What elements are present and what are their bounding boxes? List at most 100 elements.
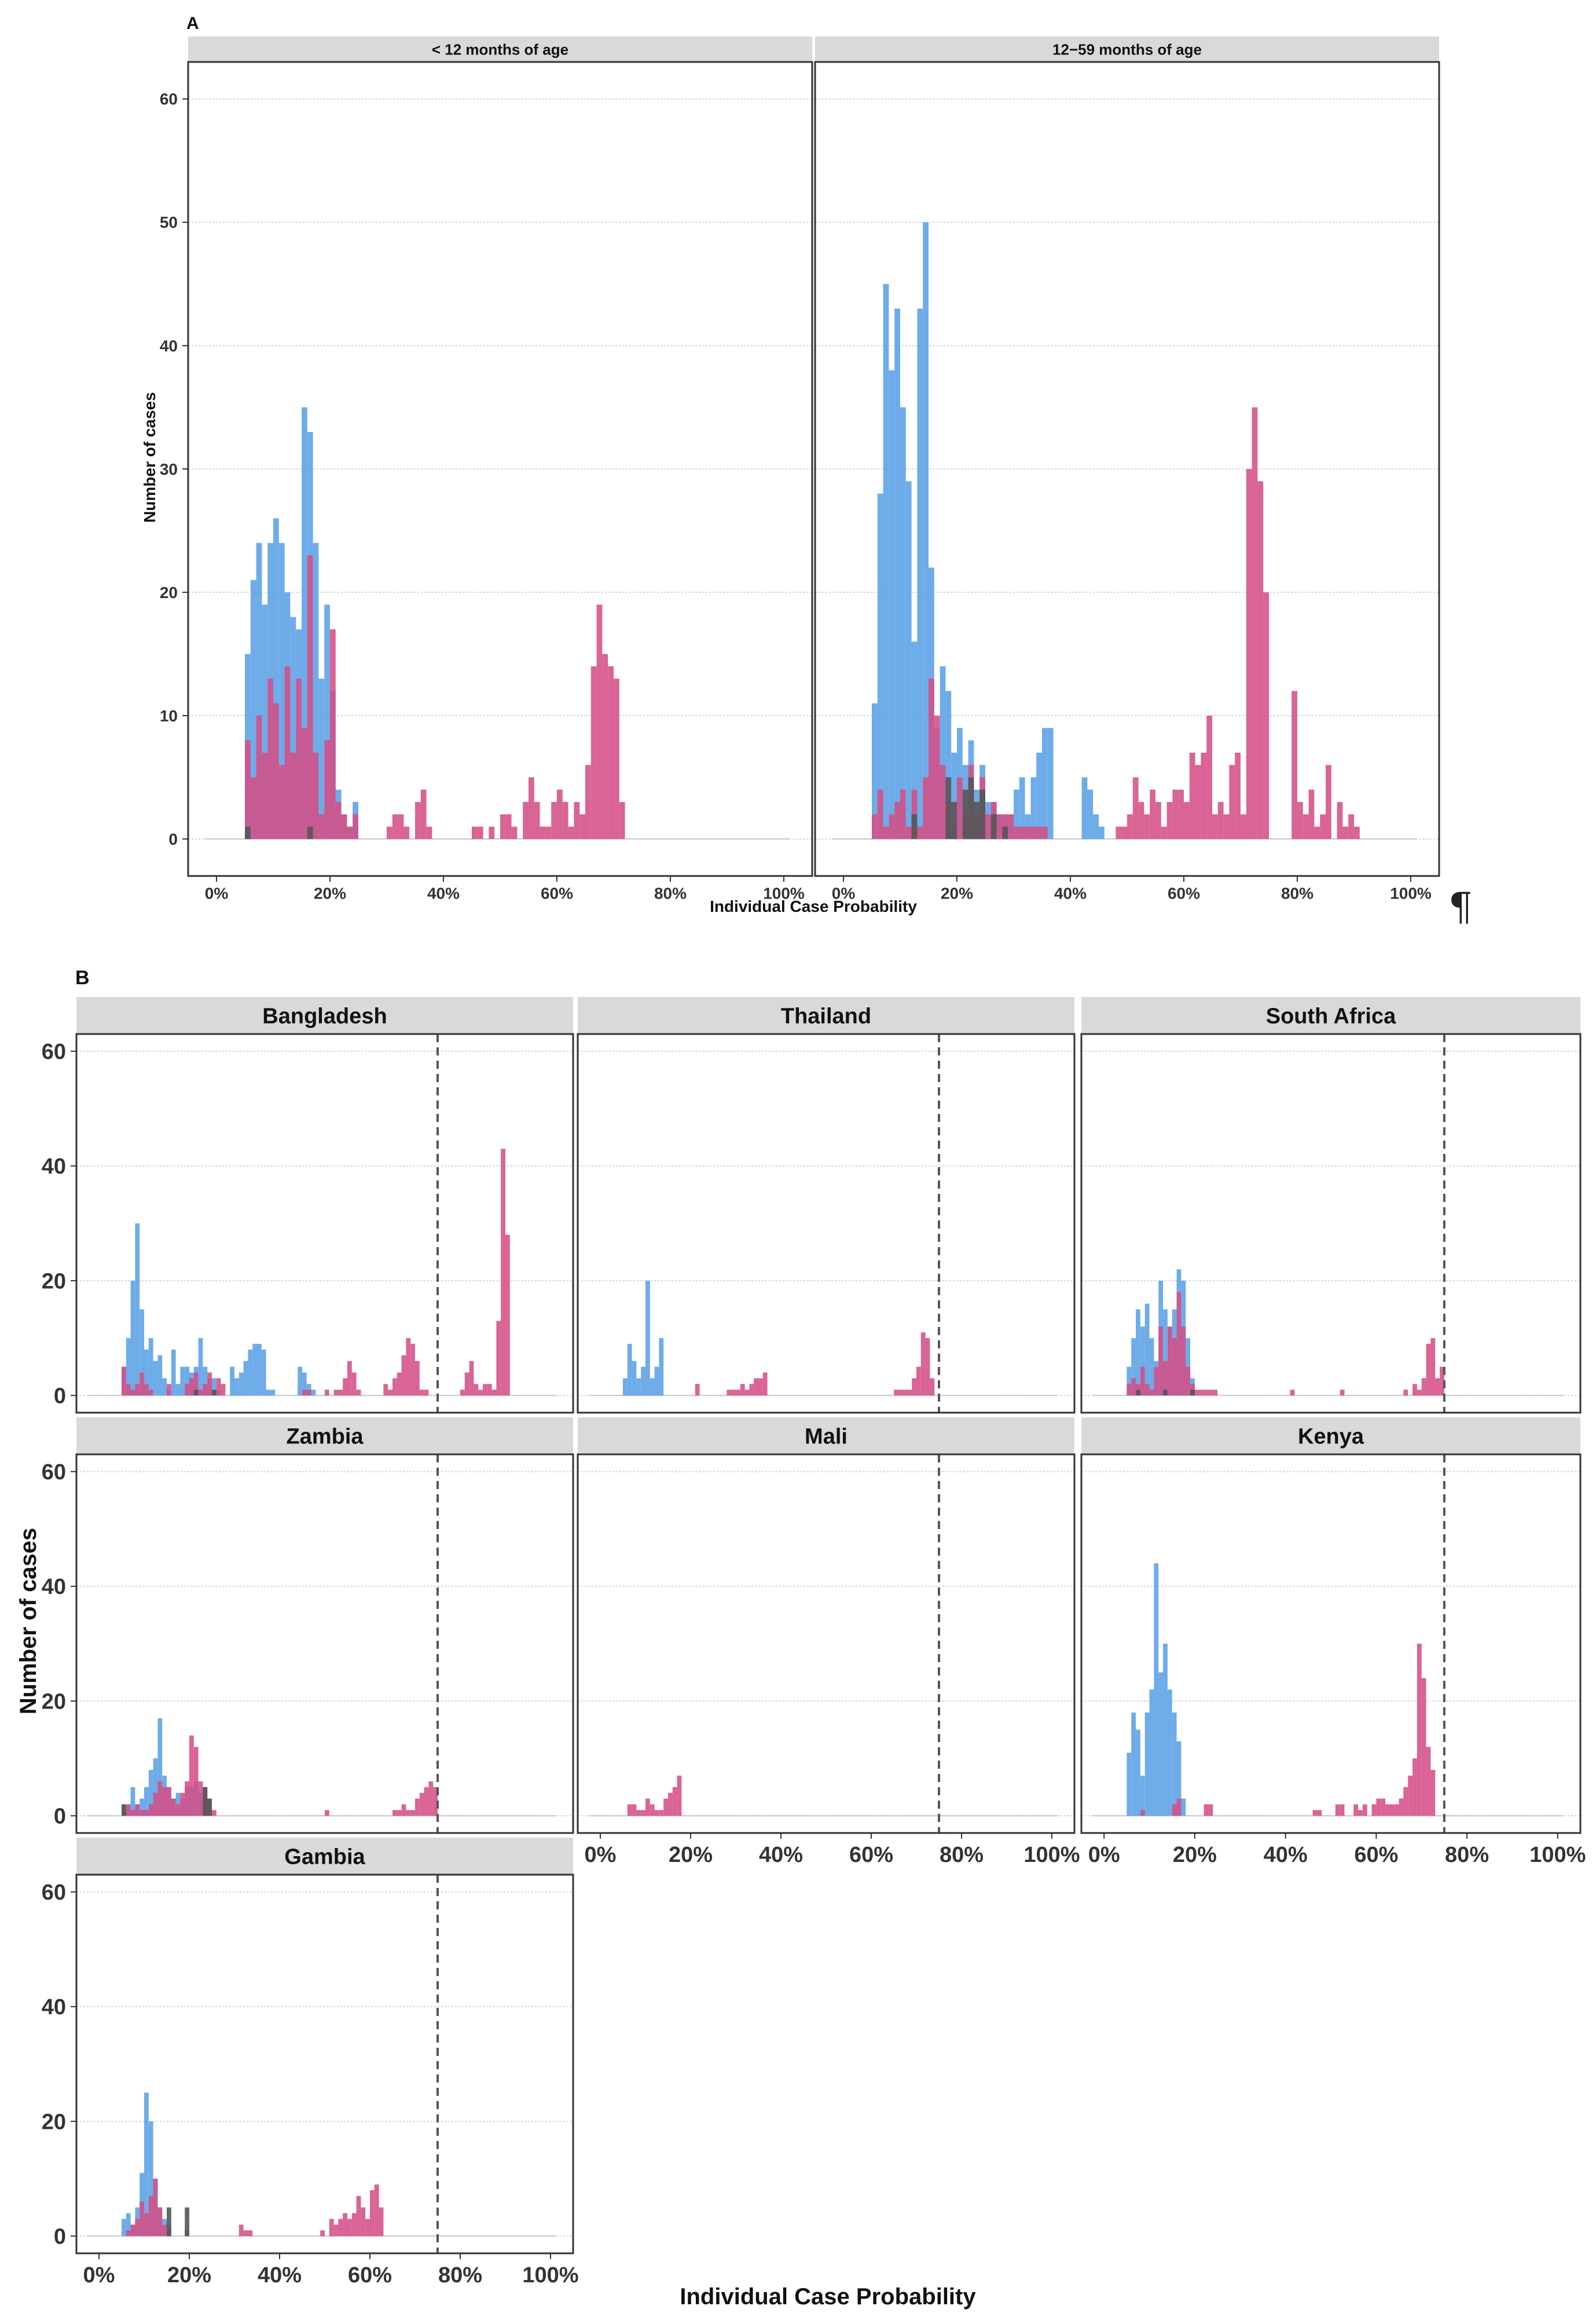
bar-pink-group — [403, 826, 410, 839]
bar-pink-group — [1132, 777, 1139, 839]
facet-mali: Mali 0% 20% 40% 60% 80% 100% — [577, 1417, 1080, 1867]
series-overlap — [122, 1787, 212, 1816]
bar-pink-group — [1223, 814, 1230, 839]
bar-blue-group — [266, 1390, 271, 1396]
bar-blue-group — [171, 1350, 176, 1396]
bar-pink-group — [243, 2230, 248, 2237]
y-tick-label: 40 — [42, 1995, 66, 2019]
bar-blue-group — [872, 703, 878, 839]
bar-pink-group — [157, 2207, 163, 2237]
x-tick-label: 60% — [1354, 1843, 1398, 1867]
panel-border — [1080, 1033, 1582, 1414]
bar-blue-group — [278, 542, 285, 839]
panelB: B Bangladesh 0 20 40 60 Thailand South Africa Za… — [16, 967, 1586, 2309]
facet-strip — [1081, 997, 1580, 1034]
bar-pink-group — [267, 679, 273, 839]
bar-pink-group — [148, 1804, 153, 1816]
bar-blue-group — [140, 1798, 144, 1816]
series-overlap — [193, 1390, 217, 1396]
x-tick-label: 0% — [1088, 1843, 1120, 1867]
bar-pink-group — [1131, 1378, 1136, 1396]
bar-pink-group — [410, 1810, 415, 1816]
bar-blue-group — [636, 1378, 641, 1396]
bar-pink-group — [1176, 1798, 1182, 1816]
bar-pink-group — [1127, 814, 1133, 839]
bar-pink-group — [934, 716, 940, 839]
y-tick-label: 0 — [54, 1384, 66, 1409]
bar-pink-group — [162, 1787, 167, 1816]
bar-pink-group — [877, 789, 883, 839]
bar-blue-group — [162, 1378, 167, 1396]
bar-pink-group — [361, 2207, 366, 2237]
panel-border — [577, 1453, 1076, 1834]
x-tick-label: 80% — [1445, 1843, 1489, 1867]
bar-pink-group — [392, 814, 398, 839]
bar-pink-group — [540, 826, 546, 839]
bar-pink-group — [529, 777, 534, 839]
bar-pink-group — [1030, 826, 1037, 839]
bar-blue-group — [900, 407, 906, 839]
bar-pink-group — [1144, 1384, 1150, 1396]
bar-pink-group — [302, 728, 307, 839]
bar-pink-group — [313, 752, 319, 839]
bar-blue-group — [1144, 1303, 1150, 1396]
bar-pink-group — [1348, 814, 1354, 839]
bar-pink-group — [410, 1344, 415, 1396]
bar-pink-group — [1426, 1747, 1431, 1816]
bar-pink-group — [1358, 1810, 1363, 1816]
series-pink-group — [1127, 1292, 1444, 1396]
bar-blue-group — [1131, 1712, 1136, 1816]
bar-pink-group — [534, 802, 540, 839]
bar-pink-group — [1208, 1804, 1213, 1816]
bar-overlap — [911, 814, 918, 839]
bar-pink-group — [167, 1787, 171, 1816]
bar-pink-group — [212, 1810, 217, 1816]
bar-pink-group — [1189, 752, 1195, 839]
bar-blue-group — [623, 1378, 628, 1396]
bar-blue-group — [257, 1344, 262, 1396]
bar-pink-group — [135, 1384, 140, 1396]
bar-pink-group — [329, 2219, 334, 2237]
bar-pink-group — [754, 1378, 758, 1396]
bar-pink-group — [500, 814, 506, 839]
bar-pink-group — [1292, 691, 1297, 839]
facet-title: South Africa — [1266, 1004, 1396, 1029]
bar-pink-group — [216, 1378, 221, 1396]
bar-pink-group — [1440, 1366, 1444, 1396]
bar-blue-group — [1154, 1563, 1159, 1816]
bar-blue-group — [313, 542, 319, 839]
bar-pink-group — [175, 1804, 181, 1816]
bar-pink-group — [736, 1390, 740, 1396]
x-tick-label: 80% — [438, 2263, 482, 2287]
bar-overlap — [122, 1804, 126, 1816]
bar-pink-group — [483, 1384, 487, 1396]
bar-pink-group — [273, 703, 279, 839]
series-blue-group — [122, 1223, 316, 1396]
bar-pink-group — [1399, 1798, 1404, 1816]
bar-pink-group — [1019, 826, 1025, 839]
bar-pink-group — [957, 777, 963, 839]
bar-blue-group — [1047, 728, 1054, 839]
facet-title: Gambia — [284, 1845, 365, 1869]
bar-overlap — [1136, 1390, 1140, 1396]
bar-pink-group — [940, 765, 946, 839]
bar-blue-group — [1176, 1741, 1182, 1816]
bar-pink-group — [1208, 1390, 1213, 1396]
bar-blue-group — [130, 1787, 135, 1816]
bar-overlap — [962, 789, 968, 839]
bar-blue-group — [1136, 1309, 1140, 1396]
bar-pink-group — [189, 1378, 194, 1396]
bar-pink-group — [1235, 752, 1241, 839]
bar-blue-group — [135, 1223, 140, 1396]
bar-overlap — [990, 814, 997, 839]
bar-blue-group — [945, 691, 952, 839]
bar-overlap — [974, 802, 980, 839]
bar-pink-group — [1326, 765, 1331, 839]
facet-thailand: Thailand — [577, 997, 1076, 1414]
bar-overlap — [945, 777, 952, 839]
bar-pink-group — [335, 802, 342, 839]
bar-pink-group — [307, 555, 313, 839]
bar-pink-group — [203, 1384, 208, 1396]
bar-pink-group — [1206, 716, 1212, 839]
facet-strip — [76, 997, 573, 1034]
